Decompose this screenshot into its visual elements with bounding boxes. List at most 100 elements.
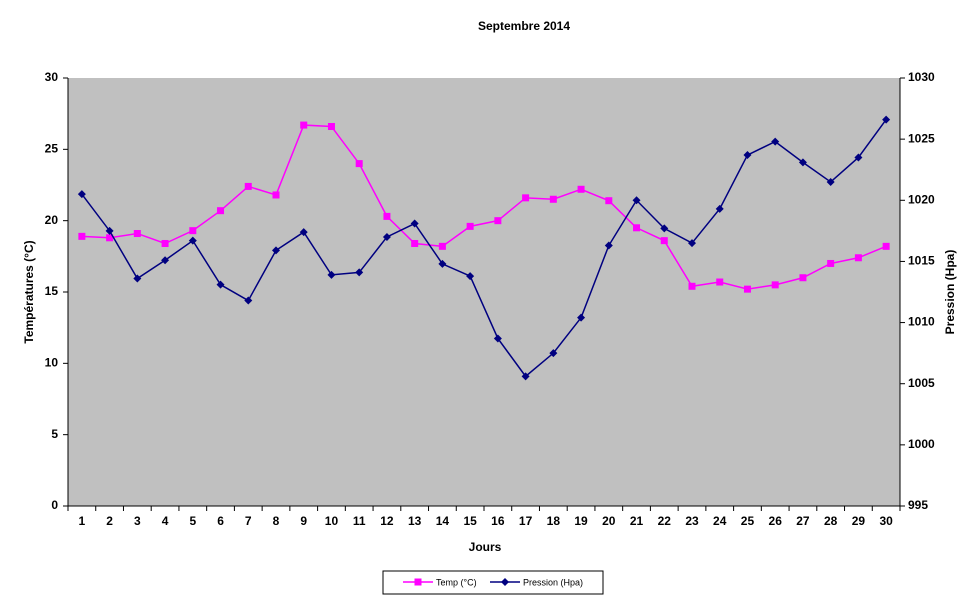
x-tick-label: 14 bbox=[436, 514, 450, 528]
x-tick-label: 16 bbox=[491, 514, 505, 528]
marker bbox=[882, 115, 891, 124]
marker bbox=[493, 334, 502, 343]
marker bbox=[382, 232, 391, 241]
marker bbox=[438, 242, 446, 250]
y-tick-label: 25 bbox=[45, 142, 59, 156]
x-tick-label: 3 bbox=[134, 514, 141, 528]
x-tick-label: 28 bbox=[824, 514, 838, 528]
y-tick-label: 0 bbox=[51, 498, 58, 512]
marker bbox=[161, 256, 170, 265]
legend: Temp (°C) Pression (Hpa) bbox=[382, 570, 604, 595]
x-tick-label: 13 bbox=[408, 514, 422, 528]
marker bbox=[78, 232, 86, 240]
marker bbox=[798, 158, 807, 167]
y2-tick-label: 1025 bbox=[908, 131, 935, 145]
x-tick-label: 7 bbox=[245, 514, 252, 528]
marker bbox=[466, 272, 475, 281]
marker bbox=[577, 313, 586, 322]
marker bbox=[660, 237, 668, 245]
y2-tick-label: 1010 bbox=[908, 315, 935, 329]
x-tick-label: 10 bbox=[325, 514, 339, 528]
marker bbox=[549, 195, 557, 203]
marker bbox=[827, 259, 835, 267]
y-tick-label: 30 bbox=[45, 70, 59, 84]
x-tick-label: 25 bbox=[741, 514, 755, 528]
marker bbox=[501, 578, 509, 586]
x-tick-label: 1 bbox=[79, 514, 86, 528]
marker bbox=[882, 242, 890, 250]
marker bbox=[466, 222, 474, 230]
marker bbox=[355, 160, 363, 168]
marker bbox=[327, 270, 336, 279]
legend-label: Pression (Hpa) bbox=[523, 577, 583, 587]
marker bbox=[522, 194, 530, 202]
marker bbox=[299, 228, 308, 237]
x-tick-label: 24 bbox=[713, 514, 727, 528]
marker bbox=[106, 234, 114, 242]
y-tick-label: 20 bbox=[45, 213, 59, 227]
marker bbox=[217, 207, 225, 215]
x-tick-label: 17 bbox=[519, 514, 533, 528]
marker bbox=[355, 268, 364, 277]
marker bbox=[133, 230, 141, 238]
marker bbox=[633, 224, 641, 232]
marker bbox=[438, 259, 447, 268]
x-tick-label: 11 bbox=[353, 514, 366, 528]
y-axis-label: Températures (°C) bbox=[22, 240, 36, 343]
plot-area bbox=[68, 78, 900, 506]
marker bbox=[414, 578, 422, 586]
marker bbox=[133, 274, 142, 283]
marker bbox=[577, 185, 585, 193]
y-tick-label: 5 bbox=[51, 427, 58, 441]
y2-tick-label: 1005 bbox=[908, 376, 935, 390]
marker bbox=[410, 219, 419, 228]
marker bbox=[688, 239, 696, 248]
x-tick-label: 30 bbox=[879, 514, 893, 528]
marker bbox=[188, 236, 197, 245]
marker bbox=[411, 239, 419, 247]
x-tick-label: 12 bbox=[380, 514, 394, 528]
x-tick-label: 21 bbox=[630, 514, 644, 528]
series-line bbox=[81, 124, 887, 290]
x-tick-label: 19 bbox=[574, 514, 588, 528]
marker bbox=[799, 274, 807, 282]
series-line bbox=[81, 119, 887, 378]
marker bbox=[716, 278, 724, 286]
marker bbox=[244, 182, 252, 190]
marker bbox=[272, 246, 280, 255]
x-axis-label: Jours bbox=[469, 540, 502, 554]
marker bbox=[743, 285, 751, 293]
x-tick-label: 2 bbox=[106, 514, 113, 528]
x-tick-label: 26 bbox=[769, 514, 783, 528]
marker bbox=[688, 282, 696, 290]
marker bbox=[244, 296, 253, 305]
marker bbox=[272, 191, 280, 199]
x-tick-label: 29 bbox=[852, 514, 866, 528]
marker bbox=[604, 241, 613, 250]
marker bbox=[189, 227, 197, 235]
marker bbox=[494, 217, 502, 225]
marker bbox=[77, 190, 86, 199]
y2-axis-label: Pression (Hpa) bbox=[943, 250, 957, 335]
marker bbox=[854, 153, 863, 162]
x-tick-label: 22 bbox=[658, 514, 672, 528]
marker bbox=[771, 137, 780, 146]
x-tick-label: 9 bbox=[300, 514, 307, 528]
y2-tick-label: 1020 bbox=[908, 192, 935, 206]
marker bbox=[771, 281, 779, 289]
y2-tick-label: 1000 bbox=[908, 437, 935, 451]
y2-tick-label: 995 bbox=[908, 498, 928, 512]
x-tick-label: 18 bbox=[547, 514, 561, 528]
marker bbox=[521, 372, 530, 381]
x-tick-label: 6 bbox=[217, 514, 224, 528]
x-tick-label: 8 bbox=[273, 514, 280, 528]
x-tick-label: 20 bbox=[602, 514, 616, 528]
marker bbox=[854, 254, 862, 262]
marker bbox=[216, 280, 225, 289]
marker bbox=[632, 196, 641, 205]
x-tick-label: 27 bbox=[796, 514, 810, 528]
marker bbox=[105, 226, 114, 235]
chart-title: Septembre 2014 bbox=[478, 19, 570, 33]
x-tick-label: 5 bbox=[189, 514, 196, 528]
